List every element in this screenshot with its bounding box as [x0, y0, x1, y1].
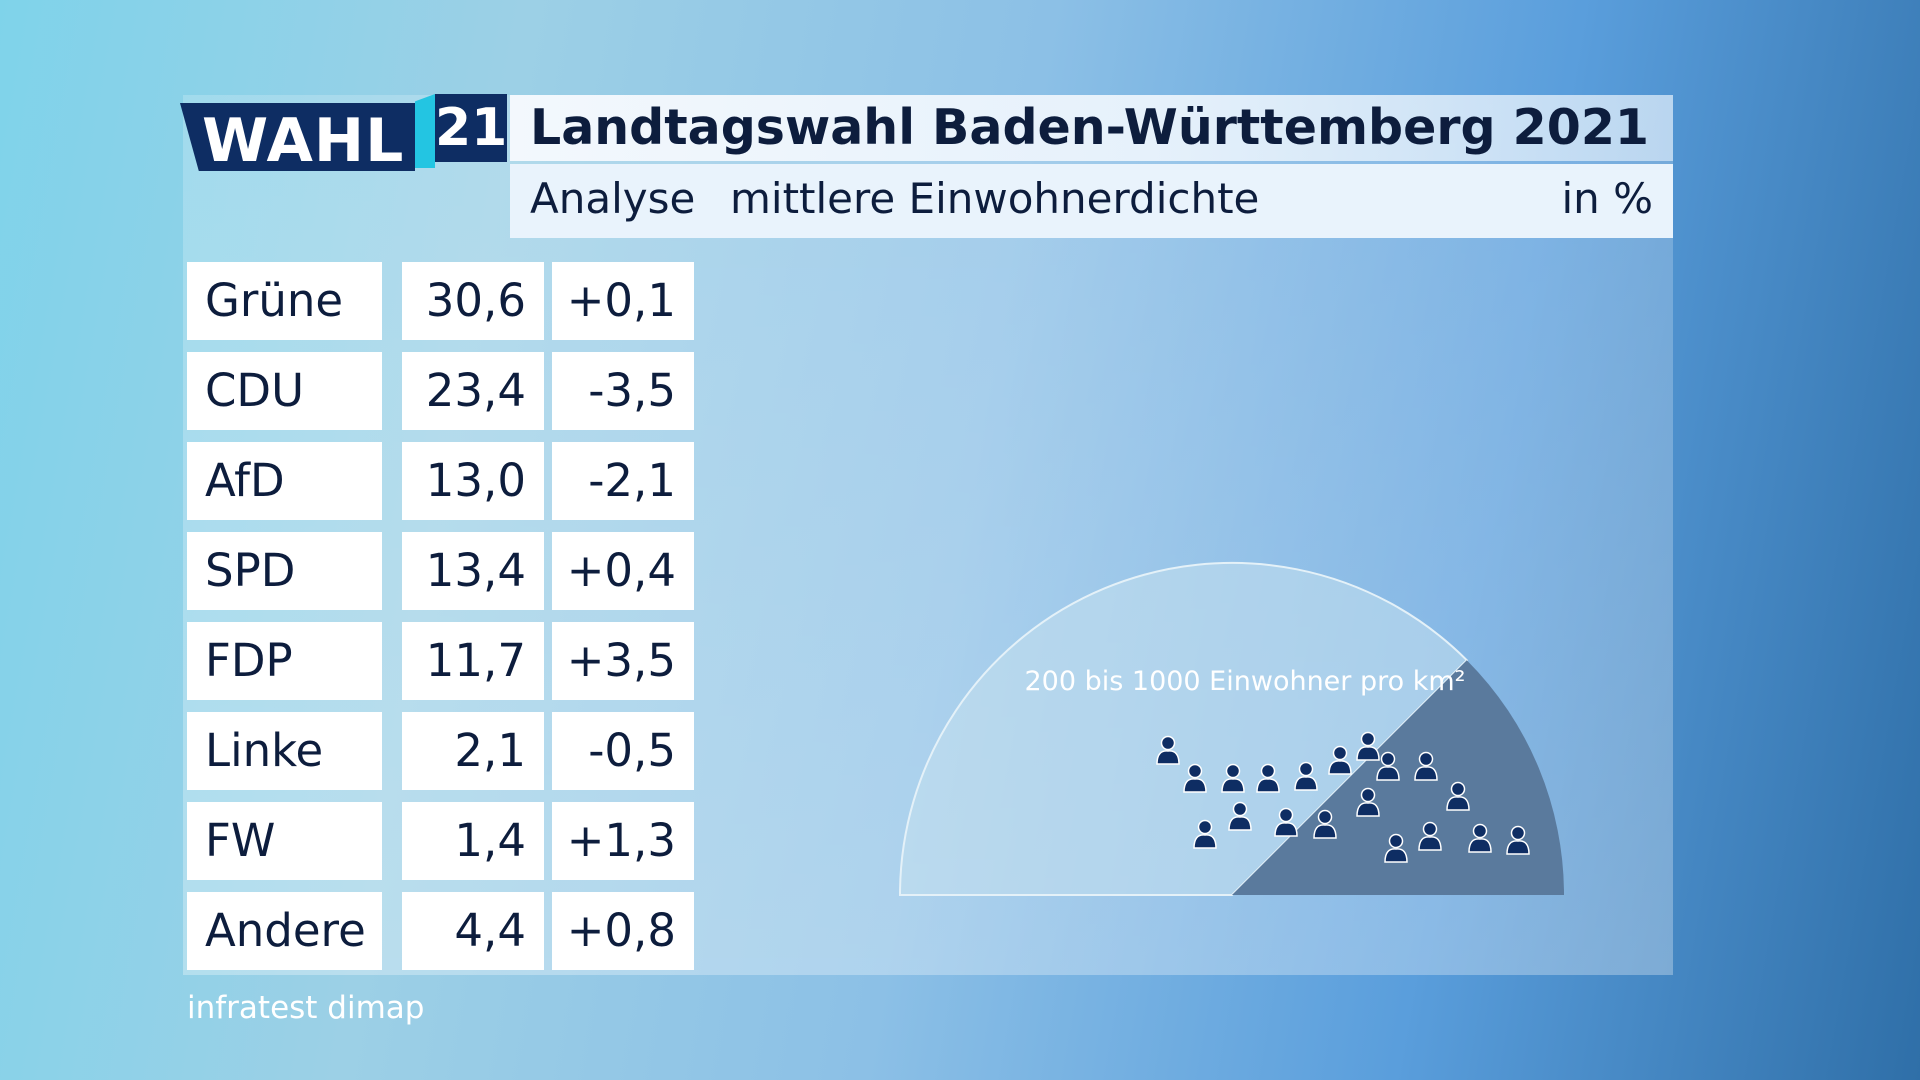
vote-share: 13,0 [402, 442, 544, 520]
person-icon [1193, 819, 1217, 849]
people-icons [1156, 731, 1530, 863]
party-name: Linke [187, 712, 382, 790]
vote-change: +3,5 [552, 622, 694, 700]
person-icon [1228, 801, 1252, 831]
logo-word: WAHL [202, 106, 405, 176]
logo-number: 21 [435, 94, 507, 162]
person-icon [1446, 781, 1470, 811]
person-icon [1294, 761, 1318, 791]
gauge-label: 200 bis 1000 Einwohner pro km² [1024, 666, 1465, 697]
person-icon [1376, 751, 1400, 781]
page-title: Landtagswahl Baden-Württemberg 2021 [530, 99, 1650, 156]
logo-accent-bar [415, 94, 435, 168]
gauge-sector-rest [898, 561, 1469, 896]
party-name: Grüne [187, 262, 382, 340]
vote-change: +1,3 [552, 802, 694, 880]
subtitle-bar: Analyse mittlere Einwohnerdichte in % [510, 164, 1673, 238]
vote-share: 13,4 [402, 532, 544, 610]
vote-change: -0,5 [552, 712, 694, 790]
vote-change: -2,1 [552, 442, 694, 520]
source-credit: infratest dimap [187, 990, 425, 1026]
person-icon [1356, 731, 1380, 761]
party-name: SPD [187, 532, 382, 610]
vote-share: 23,4 [402, 352, 544, 430]
person-icon [1328, 745, 1352, 775]
party-name: FW [187, 802, 382, 880]
person-icon [1274, 807, 1298, 837]
vote-share: 4,4 [402, 892, 544, 970]
vote-change: +0,4 [552, 532, 694, 610]
person-icon [1468, 823, 1492, 853]
title-bar: Landtagswahl Baden-Württemberg 2021 [510, 95, 1673, 161]
party-name: AfD [187, 442, 382, 520]
vote-share: 11,7 [402, 622, 544, 700]
person-icon [1356, 787, 1380, 817]
wahl-logo: WAHL [180, 103, 415, 171]
person-icon [1414, 751, 1438, 781]
party-name: Andere [187, 892, 382, 970]
vote-change: -3,5 [552, 352, 694, 430]
person-icon [1384, 833, 1408, 863]
vote-share: 1,4 [402, 802, 544, 880]
party-name: FDP [187, 622, 382, 700]
vote-share: 30,6 [402, 262, 544, 340]
person-icon [1506, 825, 1530, 855]
subtitle-category: mittlere Einwohnerdichte [730, 174, 1260, 223]
party-name: CDU [187, 352, 382, 430]
person-icon [1418, 821, 1442, 851]
person-icon [1256, 763, 1280, 793]
person-icon [1156, 735, 1180, 765]
person-icon [1183, 763, 1207, 793]
person-icon [1313, 809, 1337, 839]
vote-share: 2,1 [402, 712, 544, 790]
subtitle-analyse: Analyse [530, 174, 696, 223]
person-icon [1221, 763, 1245, 793]
unit-label: in % [1561, 174, 1653, 223]
vote-change: +0,8 [552, 892, 694, 970]
vote-change: +0,1 [552, 262, 694, 340]
